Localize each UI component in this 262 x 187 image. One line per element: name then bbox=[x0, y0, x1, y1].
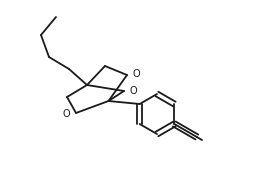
Text: O: O bbox=[63, 108, 70, 119]
Text: O: O bbox=[133, 69, 140, 79]
Text: O: O bbox=[130, 86, 138, 96]
